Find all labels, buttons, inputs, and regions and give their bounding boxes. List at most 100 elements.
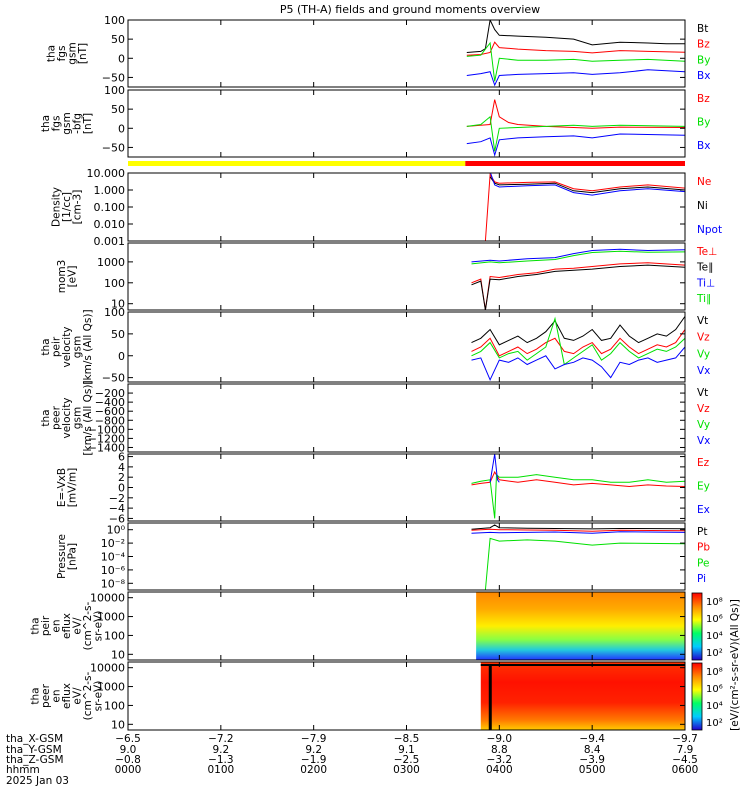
- series-Vt: [471, 316, 685, 346]
- y-tick-label: −800: [95, 414, 125, 427]
- colorbars: 10⁸ 10⁶ 10⁴ 10² 10⁸ 10⁶ 10⁴ 10² [eV/(cm²-s-sr-eV…: [691, 592, 741, 731]
- y-tick-label: 50: [111, 103, 125, 116]
- y-tick-label: −2: [109, 492, 125, 505]
- y-axis-label: Pressure[nPa]: [56, 534, 79, 579]
- legend-Ti∥: Ti∥: [696, 293, 711, 305]
- legend-Vy: Vy: [697, 419, 710, 431]
- series-By: [466, 41, 685, 82]
- y-tick-label: 10⁻⁸: [101, 577, 126, 590]
- x-row-value: 0000: [115, 764, 142, 776]
- date-label: 2025 Jan 03: [6, 775, 69, 787]
- legend-Bx: Bx: [697, 70, 710, 82]
- series-Ti∥: [471, 250, 685, 265]
- heatmap-fill: [480, 662, 685, 730]
- x-row-value: 8.8: [491, 744, 508, 756]
- y-tick-label: 1000: [97, 611, 125, 624]
- heatmap-fill: [476, 592, 685, 660]
- legend-Pb: Pb: [697, 542, 710, 554]
- x-row-value: −7.2: [208, 733, 234, 745]
- series-Te⊥: [471, 262, 685, 310]
- status-bar-yellow: [128, 161, 466, 166]
- colorbar: [691, 592, 703, 661]
- panel-9: 10000 1000 100 10 thapeirenefluxeV/(cm^2-s-s…: [30, 591, 686, 661]
- y-axis-label: thapeirvelocitygsm[km/s (All Qs)]: [40, 309, 94, 384]
- legend-Pe: Pe: [697, 557, 709, 569]
- y-tick-label: −1000: [88, 423, 125, 436]
- y-tick-label: 100: [104, 699, 125, 712]
- legend-Vt: Vt: [697, 315, 708, 327]
- panel-frame: [127, 453, 686, 522]
- x-row-label: tha_Y-GSM: [6, 744, 62, 756]
- x-row-value: −3.2: [487, 754, 513, 766]
- series-Bz: [466, 41, 685, 56]
- panel-4: 1000 100 10 mom3[eV] Te⊥ Te∥ Ti⊥ Ti∥: [56, 242, 717, 311]
- y-tick-label: 100: [104, 84, 125, 97]
- series-Vz: [471, 329, 685, 357]
- heatmap-gap-mark: [488, 664, 492, 730]
- y-axis-label: E=-VxB[mV/m]: [56, 468, 79, 507]
- legend-Vt: Vt: [697, 387, 708, 399]
- x-row-value: −2.5: [394, 754, 420, 766]
- series-Vx: [471, 346, 685, 382]
- panel-1: 100 50 0 −50 thafgsgsm[nT] Bt Bz By Bx: [45, 14, 710, 88]
- x-row-value: 9.1: [398, 744, 415, 756]
- colorbar-tick-label: 10⁴: [706, 631, 723, 642]
- y-tick-label: −50: [102, 71, 125, 84]
- panel-frame: [127, 89, 686, 158]
- series-Ni: [489, 176, 685, 194]
- x-row-value: 9.2: [212, 744, 229, 756]
- y-tick-label: −50: [102, 372, 125, 385]
- legend-By: By: [697, 54, 710, 66]
- y-axis-label: Density[1/cc][cm-3]: [51, 187, 84, 227]
- x-row-value: −7.9: [301, 733, 327, 745]
- series-Ex: [489, 454, 500, 483]
- series-Pb: [471, 528, 685, 532]
- x-row-value: −1.3: [208, 754, 234, 766]
- panel-frame: [127, 242, 686, 311]
- series-Te∥: [471, 264, 685, 310]
- y-tick-label: 0: [118, 122, 125, 135]
- x-row-value: −9.7: [672, 733, 698, 745]
- x-row-value: 7.9: [677, 744, 694, 756]
- y-tick-label: −400: [95, 396, 125, 409]
- x-row-value: −9.0: [487, 733, 513, 745]
- y-tick-label: −50: [102, 141, 125, 154]
- y-tick-label: 10⁻⁶: [101, 564, 126, 577]
- colorbar-tick-label: 10⁸: [706, 597, 723, 608]
- legend-Bt: Bt: [697, 23, 708, 35]
- y-tick-label: −200: [95, 387, 125, 400]
- x-row-label: tha_X-GSM: [6, 733, 63, 745]
- y-tick-label: 100: [104, 277, 125, 290]
- legend-Pi: Pi: [697, 573, 706, 585]
- x-row-value: −1.9: [301, 754, 327, 766]
- x-row-value: −4.5: [672, 754, 698, 766]
- legend-Bx: Bx: [697, 140, 710, 152]
- legend-Bz: Bz: [697, 93, 710, 105]
- y-tick-label: 1.000: [94, 184, 126, 197]
- panel-2: 100 50 0 −50 thafgsgsm-bfg[nT] Bz By Bx: [40, 84, 710, 158]
- y-axis-label: thafgsgsm[nT]: [45, 42, 89, 64]
- y-tick-label: 10000: [90, 592, 125, 605]
- x-row-value: 8.4: [584, 744, 601, 756]
- colorbar-tick-label: 10⁶: [706, 684, 723, 695]
- y-tick-label: 10000: [90, 662, 125, 675]
- series-Vy: [471, 316, 685, 366]
- x-row-value: −9.4: [579, 733, 605, 745]
- y-tick-label: 0: [118, 482, 125, 495]
- y-tick-label: −1200: [88, 432, 125, 445]
- legend-Vz: Vz: [697, 332, 710, 344]
- series-Npot: [490, 173, 685, 196]
- panel-frame: [127, 383, 686, 453]
- y-tick-label: 100: [104, 14, 125, 27]
- y-tick-label: 10: [111, 718, 125, 731]
- y-tick-label: 0.100: [94, 201, 126, 214]
- legend-Te∥: Te∥: [696, 262, 713, 274]
- series-Pt: [471, 524, 685, 530]
- y-tick-label: −4: [109, 502, 125, 515]
- y-tick-label: 10.000: [87, 167, 126, 180]
- series-Pe: [480, 537, 685, 590]
- y-tick-label: 0: [118, 350, 125, 363]
- legend-Vy: Vy: [697, 348, 710, 360]
- legend-Ex: Ex: [697, 504, 710, 516]
- series-Ey: [471, 473, 685, 519]
